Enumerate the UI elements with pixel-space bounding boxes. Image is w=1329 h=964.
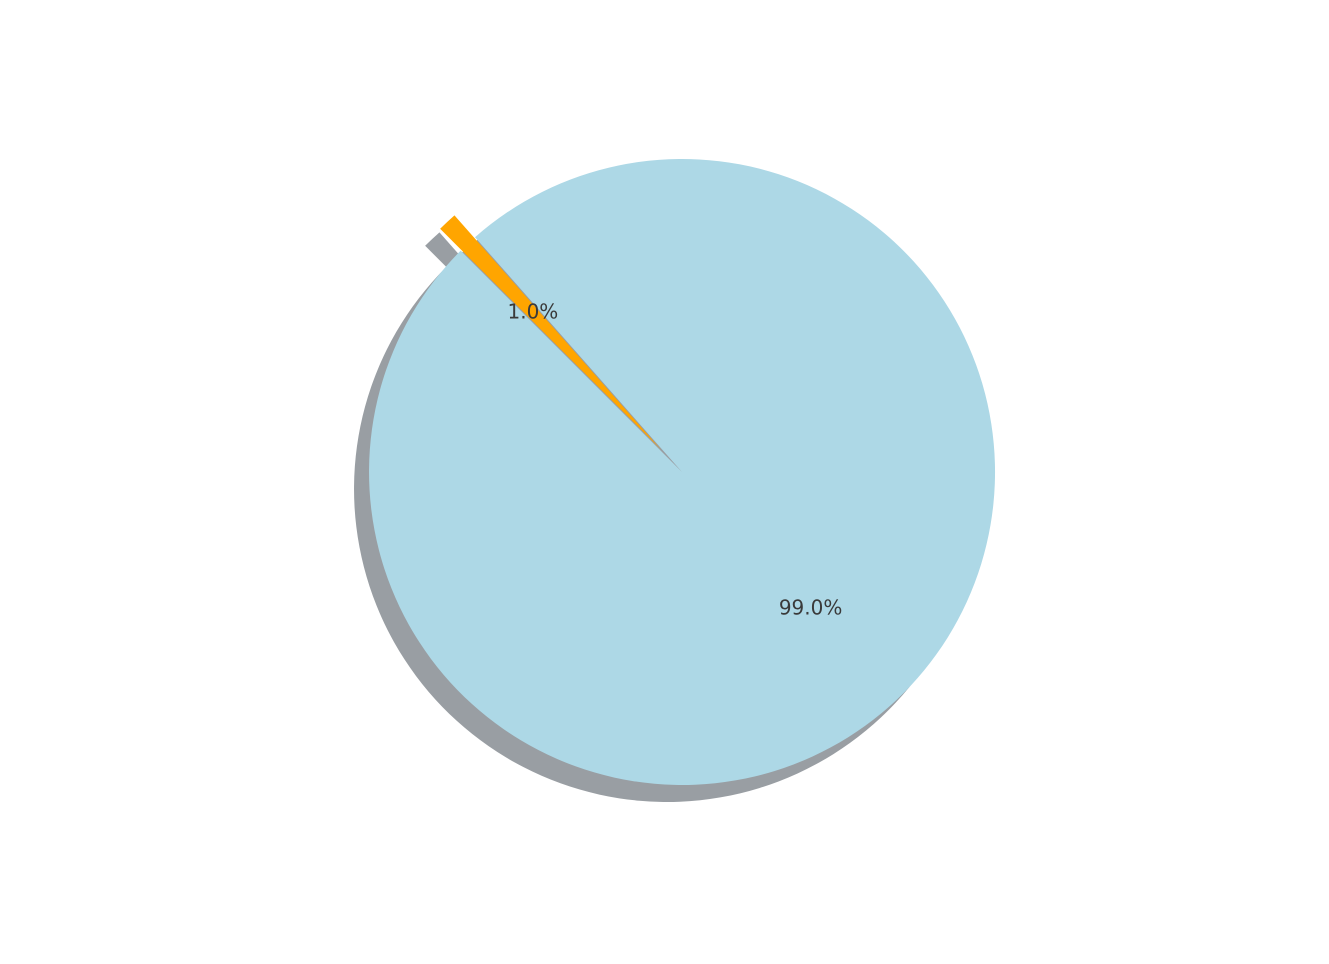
pie-slice-label-2: 1.0% (507, 300, 558, 324)
pie-slice-label-1: 99.0% (779, 595, 843, 619)
label-layer: 99.0% 1.0% (507, 300, 842, 620)
pie-slice-2 (440, 215, 662, 451)
pie-slice-1 (369, 158, 996, 785)
slice-layer (369, 158, 996, 785)
